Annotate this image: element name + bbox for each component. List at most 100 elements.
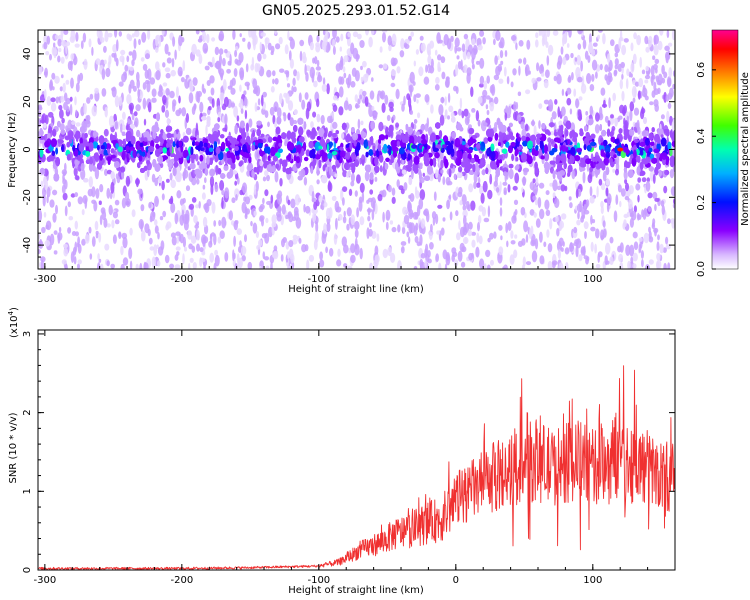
- spectrogram-cell: [323, 201, 328, 208]
- spectrogram-cell: [384, 94, 389, 105]
- spectrogram-cell: [342, 66, 346, 73]
- spectrogram-cell: [242, 37, 246, 42]
- spectrogram-cell: [67, 201, 72, 208]
- spectrogram-cell: [634, 81, 640, 87]
- spectrogram-cell: [236, 115, 240, 122]
- spectrogram-cell: [610, 39, 615, 47]
- spectrogram-cell: [482, 37, 486, 45]
- spectrogram-cell: [161, 180, 165, 191]
- spectrogram-cell: [342, 197, 345, 206]
- spectrogram-cell: [653, 44, 659, 56]
- spectrogram-cell: [568, 196, 572, 201]
- spectrogram-cell: [138, 38, 141, 46]
- spectrogram-cell: [236, 177, 240, 185]
- spectrogram-cell: [573, 88, 577, 97]
- spectrogram-cell: [91, 236, 96, 247]
- spectrogram-cell: [485, 104, 489, 110]
- spectrogram-cell: [262, 53, 267, 60]
- spectrogram-cell: [289, 38, 295, 50]
- spectrogram-cell: [61, 40, 66, 47]
- spectrogram-cell: [621, 44, 627, 56]
- spectrogram-cell: [70, 61, 73, 72]
- spectrogram-cell: [589, 105, 594, 116]
- spectrogram-cell: [547, 243, 553, 253]
- spectrogram-cell: [636, 34, 641, 46]
- spectrogram-cell: [445, 254, 451, 266]
- spectrogram-cell: [552, 30, 559, 36]
- spectrogram-cell: [465, 200, 470, 210]
- spectrogram-cell: [566, 97, 572, 106]
- spectrogram-cell: [517, 91, 522, 97]
- spectrogram-cell: [115, 57, 119, 67]
- spectrogram-cell: [322, 77, 326, 86]
- spectrogram-cell: [385, 221, 389, 231]
- spectrogram-cell: [455, 210, 459, 217]
- spectrogram-cell: [536, 77, 542, 82]
- spectrogram-cell: [426, 117, 429, 128]
- spectrogram-cell: [650, 75, 654, 87]
- spectrogram-cell: [627, 260, 631, 269]
- spectrogram-cell: [185, 113, 189, 123]
- spectrogram-cell: [418, 198, 424, 210]
- spectrogram-cell: [363, 73, 369, 83]
- spectrogram-cell: [264, 232, 270, 244]
- spectrogram-cell: [388, 44, 392, 52]
- spectrogram-cell: [239, 84, 242, 92]
- spectrogram-cell: [506, 76, 510, 85]
- spectrogram-cell: [128, 51, 133, 56]
- spectrogram-cell: [653, 99, 659, 108]
- spectrogram-cell: [332, 121, 338, 129]
- spectrogram-cell: [350, 81, 356, 88]
- spectrogram-cell: [257, 98, 261, 106]
- spectrogram-cell: [111, 219, 115, 229]
- spectrogram-cell: [577, 76, 583, 83]
- spectrogram-cell: [140, 57, 145, 62]
- spectrogram-cell: [354, 220, 360, 230]
- spectrogram-cell: [214, 46, 220, 56]
- spectrogram-cell: [325, 246, 328, 254]
- spectrogram-cell: [456, 47, 462, 52]
- spectrogram-cell: [290, 253, 295, 264]
- spectrogram-cell: [546, 55, 550, 66]
- spectrogram-cell: [663, 71, 668, 79]
- spectrogram-cell: [131, 209, 136, 218]
- spectrogram-cell: [414, 186, 418, 196]
- spectrogram-cell: [290, 198, 296, 209]
- spectrogram-cell: [201, 251, 206, 256]
- spectrogram-cell: [192, 262, 197, 269]
- spectrogram-cell: [591, 170, 595, 177]
- spectrogram-cell: [97, 253, 100, 260]
- spectrogram-cell: [258, 239, 263, 247]
- spectrogram-cell: [198, 53, 203, 65]
- spectrogram-cell: [236, 228, 242, 236]
- spectrogram-cell: [45, 220, 52, 231]
- spectrogram-cell: [188, 203, 195, 210]
- spectrogram-cell: [104, 106, 108, 118]
- spectrogram-cell: [103, 137, 108, 143]
- spectrogram-cell: [241, 255, 246, 262]
- spectrogram-cell: [271, 252, 278, 259]
- spectrogram-cell: [468, 183, 474, 193]
- spectrogram-cell: [201, 83, 205, 93]
- spectrogram-cell: [170, 195, 174, 204]
- spectrogram-cell: [659, 30, 664, 36]
- spectrogram-cell: [350, 254, 356, 264]
- spectrogram-cell: [327, 180, 332, 191]
- spectrogram-cell: [133, 111, 138, 117]
- spectrogram-cell: [538, 103, 543, 109]
- spectrogram-cell: [331, 195, 337, 201]
- spectrogram-cell: [221, 197, 224, 209]
- spectrogram-cell: [53, 42, 56, 48]
- spectrogram-cell: [589, 84, 595, 92]
- spectrogram-cell: [251, 56, 255, 68]
- spectrogram-cell: [268, 226, 273, 238]
- spectrogram-cell: [471, 63, 475, 70]
- spectrogram-cell: [531, 250, 538, 263]
- spectrogram-cell: [636, 119, 640, 131]
- spectrogram-cell: [38, 64, 43, 75]
- spectrogram-cell: [61, 259, 67, 265]
- spectrogram-cell: [298, 237, 302, 244]
- spectrogram-cell: [248, 118, 253, 128]
- spectrogram-cell: [302, 51, 306, 60]
- spectrogram-cell: [390, 82, 396, 88]
